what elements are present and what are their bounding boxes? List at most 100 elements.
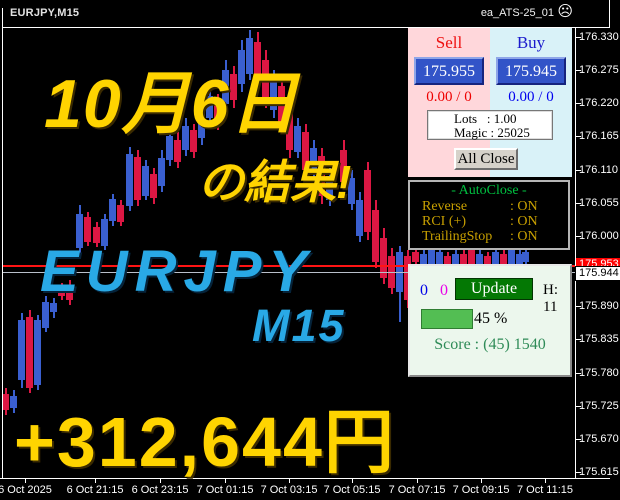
candle-body xyxy=(142,166,149,196)
candle-body xyxy=(42,302,49,328)
score-progress-percent: 45 % xyxy=(474,310,508,327)
candle-body xyxy=(468,248,475,274)
ea-smiley-icon: ☹ xyxy=(557,3,573,20)
time-axis-separator xyxy=(0,478,610,479)
price-tick-label: 175.780 xyxy=(579,367,619,379)
candle-body xyxy=(516,254,523,266)
price-tick-label: 176.000 xyxy=(579,230,619,242)
candle-body xyxy=(262,60,269,100)
price-tick-label: 176.165 xyxy=(579,130,619,142)
candle-body xyxy=(318,156,325,196)
time-tick-mark xyxy=(225,479,226,483)
chart-left-border xyxy=(2,8,3,479)
candle-body xyxy=(302,132,309,170)
time-tick-mark xyxy=(25,479,26,483)
candle-body xyxy=(484,256,491,270)
candle-body xyxy=(66,285,73,300)
time-tick-label: 7 Oct 05:15 xyxy=(323,484,381,496)
candle-body xyxy=(452,254,459,266)
price-tick-mark xyxy=(575,439,581,440)
candle-body xyxy=(93,227,100,243)
autoclose-row-reverse: Reverse : ON xyxy=(410,199,568,214)
candle-body xyxy=(84,217,91,242)
sell-label: Sell xyxy=(435,33,463,52)
price-axis-separator xyxy=(575,27,576,479)
price-tick-mark xyxy=(575,103,581,104)
time-tick-label: 6 Oct 23:15 xyxy=(131,484,189,496)
sell-stats: 0.00 / 0 xyxy=(426,89,472,105)
candle-body xyxy=(58,287,65,296)
candlestick-chart[interactable] xyxy=(3,28,575,478)
candle-body xyxy=(420,254,427,268)
score-progress-fill xyxy=(421,309,474,329)
candle-body xyxy=(126,154,133,206)
candle-body xyxy=(364,170,371,232)
price-tick-mark xyxy=(575,70,581,71)
all-close-button[interactable]: All Close xyxy=(454,148,518,170)
current-bid-price-tag: 175.944 xyxy=(575,266,620,281)
lots-magic-box: Lots : 1.00 Magic : 25025 xyxy=(427,110,553,140)
buy-label: Buy xyxy=(516,33,546,52)
time-tick-label: 6 Oct 21:15 xyxy=(66,484,124,496)
candle-body xyxy=(404,256,411,300)
time-axis: 6 Oct 2025 6 Oct 21:15 6 Oct 23:15 7 Oct 01… xyxy=(0,478,620,500)
candle-body xyxy=(492,252,499,266)
score-progress-bar: 45 % xyxy=(421,309,537,329)
update-button[interactable]: Update xyxy=(455,278,533,300)
candle-body xyxy=(294,126,301,152)
sell-price-button[interactable]: 175.955 xyxy=(414,57,484,85)
trade-panel: Sell 175.955 0.00 / 0 Buy 175.945 0.00 /… xyxy=(408,28,572,177)
candle-body xyxy=(444,256,451,270)
time-tick-label: 7 Oct 07:15 xyxy=(388,484,446,496)
candle-body xyxy=(206,96,213,118)
candle-body xyxy=(500,254,507,268)
price-tick-label: 176.330 xyxy=(579,31,619,43)
price-tick-mark xyxy=(575,406,581,407)
autoclose-rci-label: RCI (+) xyxy=(422,214,467,229)
candle-body xyxy=(222,70,229,104)
price-tick-mark xyxy=(575,339,581,340)
time-tick-mark xyxy=(289,479,290,483)
time-tick-label: 7 Oct 11:15 xyxy=(516,484,574,496)
price-tick-label: 175.725 xyxy=(579,400,619,412)
candle-body xyxy=(109,199,116,221)
count-blue: 0 xyxy=(420,282,428,299)
chart-top-border xyxy=(2,27,610,28)
candle-body xyxy=(356,200,363,236)
time-tick-mark xyxy=(160,479,161,483)
price-tick-mark xyxy=(575,170,581,171)
lots-line: Lots : 1.00 xyxy=(454,111,517,126)
price-tick-mark xyxy=(575,306,581,307)
ea-name-label: ea_ATS-25_01 xyxy=(480,7,554,19)
candle-body xyxy=(380,238,387,278)
autoclose-panel: - AutoClose - Reverse : ON RCI (+) : ON … xyxy=(408,180,570,250)
candle-body xyxy=(238,50,245,84)
candle-body xyxy=(198,110,205,138)
candle-body xyxy=(326,176,333,200)
candle-body xyxy=(436,252,443,268)
candle-body xyxy=(476,254,483,268)
candle-body xyxy=(166,136,173,160)
price-tick-mark xyxy=(575,373,581,374)
time-tick-mark xyxy=(545,479,546,483)
time-tick-label: 6 Oct 2025 xyxy=(0,484,52,496)
price-tick-label: 176.055 xyxy=(579,197,619,209)
buy-price-button[interactable]: 175.945 xyxy=(496,57,566,85)
candle-body xyxy=(34,320,41,385)
price-tick-label: 175.615 xyxy=(579,466,619,478)
candle-body xyxy=(412,252,419,262)
chart-header-right-border xyxy=(609,0,610,28)
price-tick-mark xyxy=(575,236,581,237)
candle-body xyxy=(246,38,253,74)
candle-body xyxy=(10,396,17,408)
current-price-line xyxy=(3,272,575,273)
price-tick-label: 175.670 xyxy=(579,433,619,445)
candle-body xyxy=(134,157,141,200)
candle-body xyxy=(3,394,9,410)
candle-body xyxy=(340,150,347,182)
candle-body xyxy=(150,174,157,198)
count-magenta: 0 xyxy=(440,282,448,299)
candle-body xyxy=(50,303,57,312)
time-tick-label: 7 Oct 01:15 xyxy=(196,484,254,496)
